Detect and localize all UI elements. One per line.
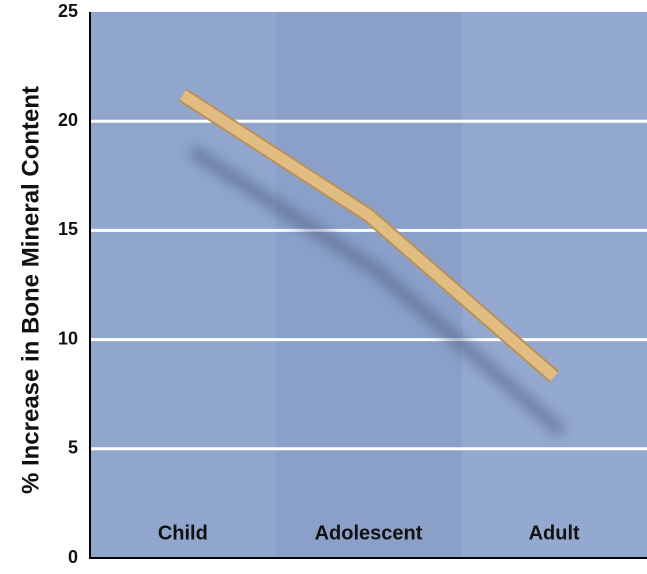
- x-tick-label: Adolescent: [315, 522, 423, 544]
- y-tick-label: 15: [58, 219, 78, 239]
- y-axis-title: % Increase in Bone Mineral Content: [17, 86, 44, 494]
- x-tick-label: Child: [158, 522, 208, 544]
- y-tick-label: 0: [68, 547, 78, 567]
- panel: [462, 12, 647, 558]
- line-shadow: [187, 144, 567, 438]
- line: [179, 90, 558, 381]
- panel: [276, 12, 462, 558]
- y-tick-label: 25: [58, 1, 78, 21]
- y-tick-label: 20: [58, 110, 78, 130]
- y-tick-label: 5: [68, 438, 78, 458]
- y-tick-label: 10: [58, 328, 78, 348]
- x-tick-label: Adult: [529, 522, 580, 544]
